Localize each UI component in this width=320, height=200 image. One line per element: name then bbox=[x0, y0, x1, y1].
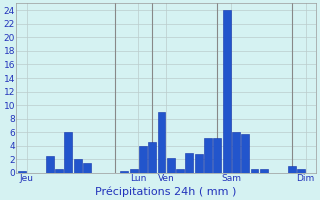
Bar bbox=[148, 142, 156, 173]
Bar bbox=[55, 169, 63, 173]
Bar bbox=[139, 146, 147, 173]
Bar bbox=[204, 138, 212, 173]
Bar bbox=[83, 163, 91, 173]
Bar bbox=[223, 10, 230, 173]
Bar bbox=[260, 169, 268, 173]
Bar bbox=[185, 153, 193, 173]
Bar bbox=[241, 134, 249, 173]
Bar bbox=[120, 171, 128, 173]
Bar bbox=[167, 158, 175, 173]
Bar bbox=[213, 138, 221, 173]
Bar bbox=[46, 156, 54, 173]
Bar bbox=[65, 132, 72, 173]
Bar bbox=[157, 112, 165, 173]
Bar bbox=[232, 132, 240, 173]
X-axis label: Précipitations 24h ( mm ): Précipitations 24h ( mm ) bbox=[95, 186, 237, 197]
Bar bbox=[288, 166, 296, 173]
Bar bbox=[251, 169, 259, 173]
Bar bbox=[130, 169, 138, 173]
Bar bbox=[195, 154, 203, 173]
Bar bbox=[297, 169, 305, 173]
Bar bbox=[176, 169, 184, 173]
Bar bbox=[18, 171, 26, 173]
Bar bbox=[74, 159, 82, 173]
